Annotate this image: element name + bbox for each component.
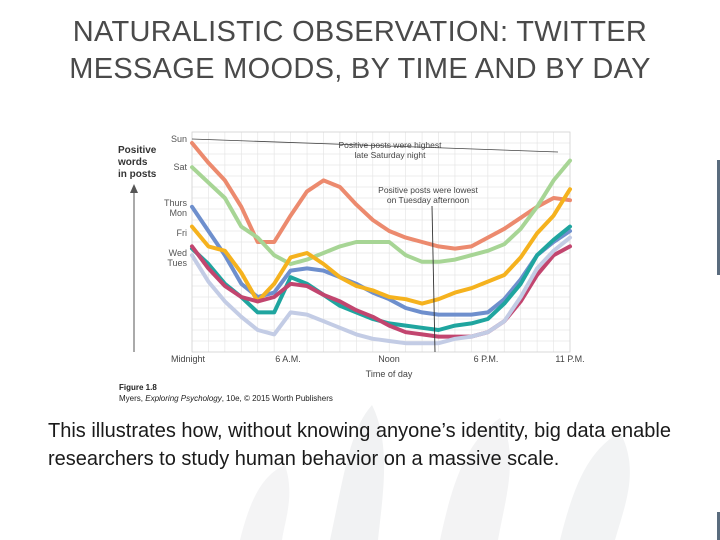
y-tick-label-wed: Wed bbox=[169, 248, 187, 258]
highest-annotation-leader bbox=[191, 138, 559, 153]
slide-title-line-1: NATURALISTIC OBSERVATION: TWITTER bbox=[72, 16, 648, 48]
lowest-annotation-line-2: on Tuesday afternoon bbox=[387, 195, 470, 205]
plot-frame bbox=[191, 131, 571, 353]
x-axis-label: Time of day bbox=[366, 369, 413, 379]
y-tick-label-mon: Mon bbox=[169, 208, 187, 218]
slide-title: NATURALISTIC OBSERVATION: TWITTER MESSAG… bbox=[0, 14, 720, 88]
x-tick-label-6am: 6 A.M. bbox=[275, 354, 301, 364]
y-tick-label-tues: Tues bbox=[167, 258, 187, 268]
right-edge-accent-bottom bbox=[717, 512, 720, 540]
figure-source-prefix: Myers, bbox=[119, 394, 145, 403]
x-tick-label-6pm: 6 P.M. bbox=[474, 354, 499, 364]
chart-series-lines bbox=[190, 141, 572, 346]
figure-source-title: Exploring Psychology bbox=[145, 394, 222, 403]
highest-annotation-line-1: Positive posts were highest bbox=[339, 140, 443, 150]
y-tick-label-sat: Sat bbox=[173, 162, 187, 172]
y-axis-label-line-2: words bbox=[117, 157, 148, 168]
figure-source-suffix: , 10e, © 2015 Worth Publishers bbox=[222, 394, 333, 403]
highest-annotation-line-2: late Saturday night bbox=[355, 150, 427, 160]
y-tick-label-fri: Fri bbox=[177, 228, 188, 238]
twitter-mood-line-chart: Positive words in posts Sun Sat Thurs Mo… bbox=[117, 131, 585, 403]
slide-title-line-2: MESSAGE MOODS, BY TIME AND BY DAY bbox=[69, 53, 651, 85]
y-axis-label-line-1: Positive bbox=[118, 145, 157, 156]
x-tick-label-noon: Noon bbox=[378, 354, 400, 364]
x-tick-label-midnight: Midnight bbox=[171, 354, 206, 364]
series-line-mon bbox=[190, 235, 572, 346]
y-tick-label-thurs: Thurs bbox=[164, 198, 188, 208]
lowest-annotation-leader bbox=[431, 205, 436, 353]
x-tick-label-11pm: 11 P.M. bbox=[555, 354, 584, 364]
y-tick-label-sun: Sun bbox=[171, 134, 187, 144]
figure-source: Myers, Exploring Psychology, 10e, © 2015… bbox=[119, 394, 333, 403]
lowest-annotation-line-1: Positive posts were lowest bbox=[378, 185, 478, 195]
right-edge-accent-top bbox=[717, 160, 720, 275]
slide-body-text: This illustrates how, without knowing an… bbox=[48, 420, 671, 470]
figure-number: Figure 1.8 bbox=[119, 383, 157, 392]
series-line-sat bbox=[190, 158, 572, 266]
series-line-fri bbox=[190, 187, 572, 306]
y-axis-label-line-3: in posts bbox=[118, 169, 157, 180]
y-axis-arrow-head bbox=[130, 184, 138, 193]
